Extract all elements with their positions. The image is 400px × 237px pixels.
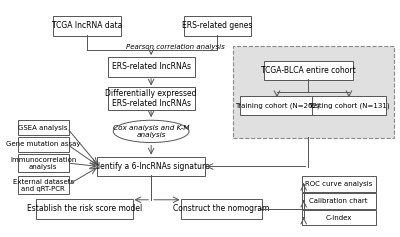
- FancyBboxPatch shape: [18, 120, 69, 136]
- Text: ERS-related lncRNAs: ERS-related lncRNAs: [112, 63, 191, 72]
- Text: GSEA analysis: GSEA analysis: [18, 125, 68, 131]
- FancyBboxPatch shape: [264, 61, 353, 80]
- FancyBboxPatch shape: [233, 46, 394, 138]
- Text: Calibration chart: Calibration chart: [310, 198, 368, 204]
- Text: ERS-related genes: ERS-related genes: [182, 22, 253, 31]
- Ellipse shape: [113, 120, 189, 142]
- FancyBboxPatch shape: [108, 87, 195, 110]
- Text: Gene mutation assay: Gene mutation assay: [6, 141, 80, 147]
- FancyBboxPatch shape: [184, 16, 251, 36]
- Text: Construct the nomogram: Construct the nomogram: [173, 204, 270, 213]
- Text: ROC curve analysis: ROC curve analysis: [305, 181, 372, 187]
- FancyBboxPatch shape: [302, 193, 376, 209]
- Text: Differentially expressed
ERS-related lncRNAs: Differentially expressed ERS-related lnc…: [105, 89, 197, 108]
- FancyBboxPatch shape: [240, 96, 314, 115]
- FancyBboxPatch shape: [312, 96, 386, 115]
- Text: Testing cohort (N=131): Testing cohort (N=131): [308, 102, 390, 109]
- Text: Establish the risk score model: Establish the risk score model: [27, 204, 142, 213]
- FancyBboxPatch shape: [18, 137, 69, 152]
- FancyBboxPatch shape: [108, 57, 195, 77]
- Text: External datasets
and qRT-PCR: External datasets and qRT-PCR: [12, 179, 74, 192]
- FancyBboxPatch shape: [97, 157, 205, 177]
- FancyBboxPatch shape: [52, 16, 121, 36]
- Text: Pearson correlation analysis: Pearson correlation analysis: [126, 44, 225, 50]
- FancyBboxPatch shape: [18, 154, 69, 172]
- Text: Training cohort (N=262): Training cohort (N=262): [235, 102, 319, 109]
- Text: Identify a 6-lncRNAs signature: Identify a 6-lncRNAs signature: [93, 162, 210, 171]
- FancyBboxPatch shape: [302, 177, 376, 192]
- Text: TCGA-BLCA entire cohort: TCGA-BLCA entire cohort: [261, 66, 356, 75]
- FancyBboxPatch shape: [180, 199, 262, 219]
- Text: Cox analysis and K-M
analysis: Cox analysis and K-M analysis: [113, 125, 189, 138]
- Text: C-index: C-index: [326, 215, 352, 221]
- Text: Immunocorrelation
analysis: Immunocorrelation analysis: [10, 156, 76, 169]
- FancyBboxPatch shape: [302, 210, 376, 225]
- Text: TCGA lncRNA data: TCGA lncRNA data: [52, 22, 122, 31]
- FancyBboxPatch shape: [36, 199, 133, 219]
- FancyBboxPatch shape: [18, 177, 69, 194]
